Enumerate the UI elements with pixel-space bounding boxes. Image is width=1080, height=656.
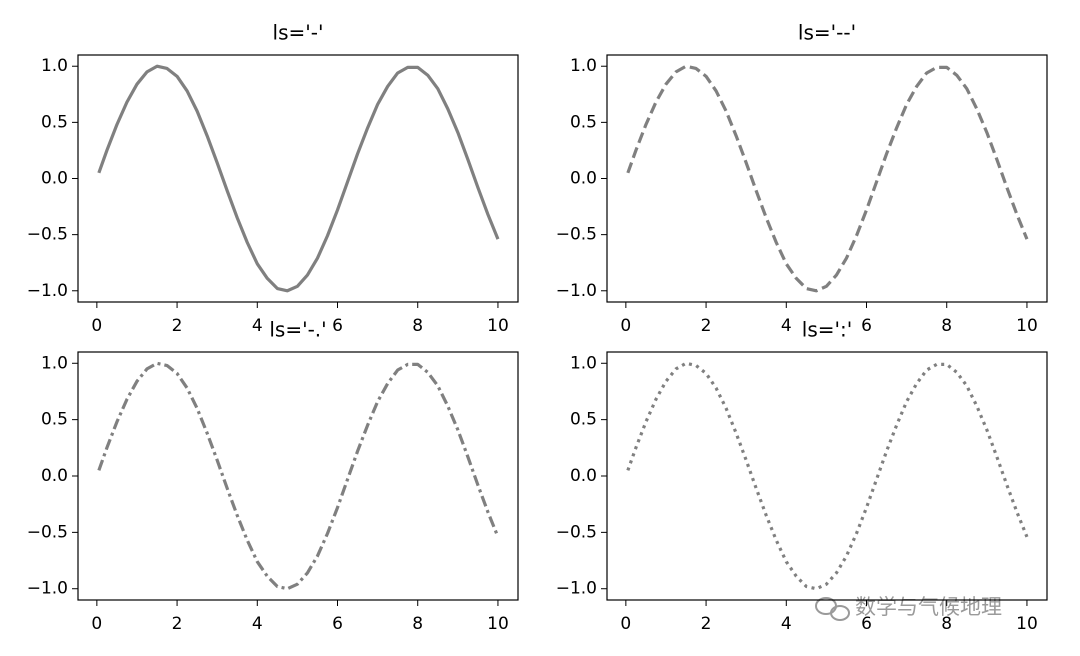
axes-frame (606, 351, 1048, 601)
x-tick-label: 2 (172, 316, 183, 336)
x-tick-label: 0 (91, 316, 102, 336)
subplot-title: ls=':' (802, 318, 852, 342)
y-tick-label: −1.0 (556, 579, 597, 599)
watermark: 数学与气候地理 (855, 595, 1002, 619)
x-tick-label: 8 (941, 316, 952, 336)
y-tick-label: 0.0 (570, 169, 597, 189)
x-tick-label: 6 (861, 614, 872, 634)
subplot: ls=':' 0 2 4 6 8 10 −1.0 −0.5 0.0 0.5 1.0 (556, 318, 1048, 634)
x-tick-label: 4 (781, 316, 792, 336)
y-tick-label: −0.5 (556, 225, 597, 245)
sine-line (626, 361, 1029, 591)
x-tick-label: 10 (1016, 614, 1038, 634)
y-tick-label: 0.5 (41, 410, 68, 430)
y-tick-label: −1.0 (556, 281, 597, 301)
y-tick-label: 0.5 (570, 112, 597, 132)
y-tick-label: 0.0 (41, 466, 68, 486)
x-tick-label: 6 (861, 316, 872, 336)
axes-frame (606, 54, 1048, 303)
y-tick-label: 1.0 (41, 353, 68, 373)
axes-frame (77, 54, 519, 303)
y-tick-label: −0.5 (27, 225, 68, 245)
subplot-title: ls='--' (798, 21, 856, 45)
x-tick-label: 2 (701, 614, 712, 634)
x-tick-label: 10 (487, 614, 509, 634)
x-tick-label: 2 (172, 614, 183, 634)
y-tick-label: 0.5 (41, 112, 68, 132)
x-tick-label: 4 (781, 614, 792, 634)
x-tick-label: 10 (1016, 316, 1038, 336)
x-tick-label: 10 (487, 316, 509, 336)
subplot-title: ls='-.' (269, 318, 326, 342)
y-tick-label: 0.0 (41, 169, 68, 189)
sine-line (97, 361, 500, 591)
x-tick-label: 6 (332, 316, 343, 336)
subplot: ls='-.' 0 2 4 6 8 10 −1.0 −0.5 0.0 0.5 1.0 (27, 318, 519, 634)
sine-line (97, 64, 500, 293)
y-tick-label: 1.0 (41, 56, 68, 76)
y-tick-label: 1.0 (570, 56, 597, 76)
y-tick-label: 0.0 (570, 466, 597, 486)
x-tick-label: 4 (252, 614, 263, 634)
y-tick-label: 0.5 (570, 410, 597, 430)
y-tick-label: −0.5 (556, 522, 597, 542)
x-tick-label: 0 (620, 614, 631, 634)
x-tick-label: 8 (412, 316, 423, 336)
watermark-icon (815, 597, 850, 621)
axes-frame (77, 351, 519, 601)
subplot: ls='--' 0 2 4 6 8 10 −1.0 −0.5 0.0 0.5 1.0 (556, 21, 1048, 336)
sine-line (626, 64, 1029, 293)
y-tick-label: 1.0 (570, 353, 597, 373)
x-tick-label: 4 (252, 316, 263, 336)
y-tick-label: −1.0 (27, 281, 68, 301)
x-tick-label: 0 (620, 316, 631, 336)
y-tick-label: −1.0 (27, 579, 68, 599)
x-tick-label: 8 (941, 614, 952, 634)
x-tick-label: 8 (412, 614, 423, 634)
x-tick-label: 6 (332, 614, 343, 634)
x-tick-label: 0 (91, 614, 102, 634)
x-tick-label: 2 (701, 316, 712, 336)
subplot-title: ls='-' (273, 21, 324, 45)
y-tick-label: −0.5 (27, 522, 68, 542)
subplot: ls='-' 0 2 4 6 8 10 −1.0 −0.5 0.0 0.5 1.0 (27, 21, 519, 336)
